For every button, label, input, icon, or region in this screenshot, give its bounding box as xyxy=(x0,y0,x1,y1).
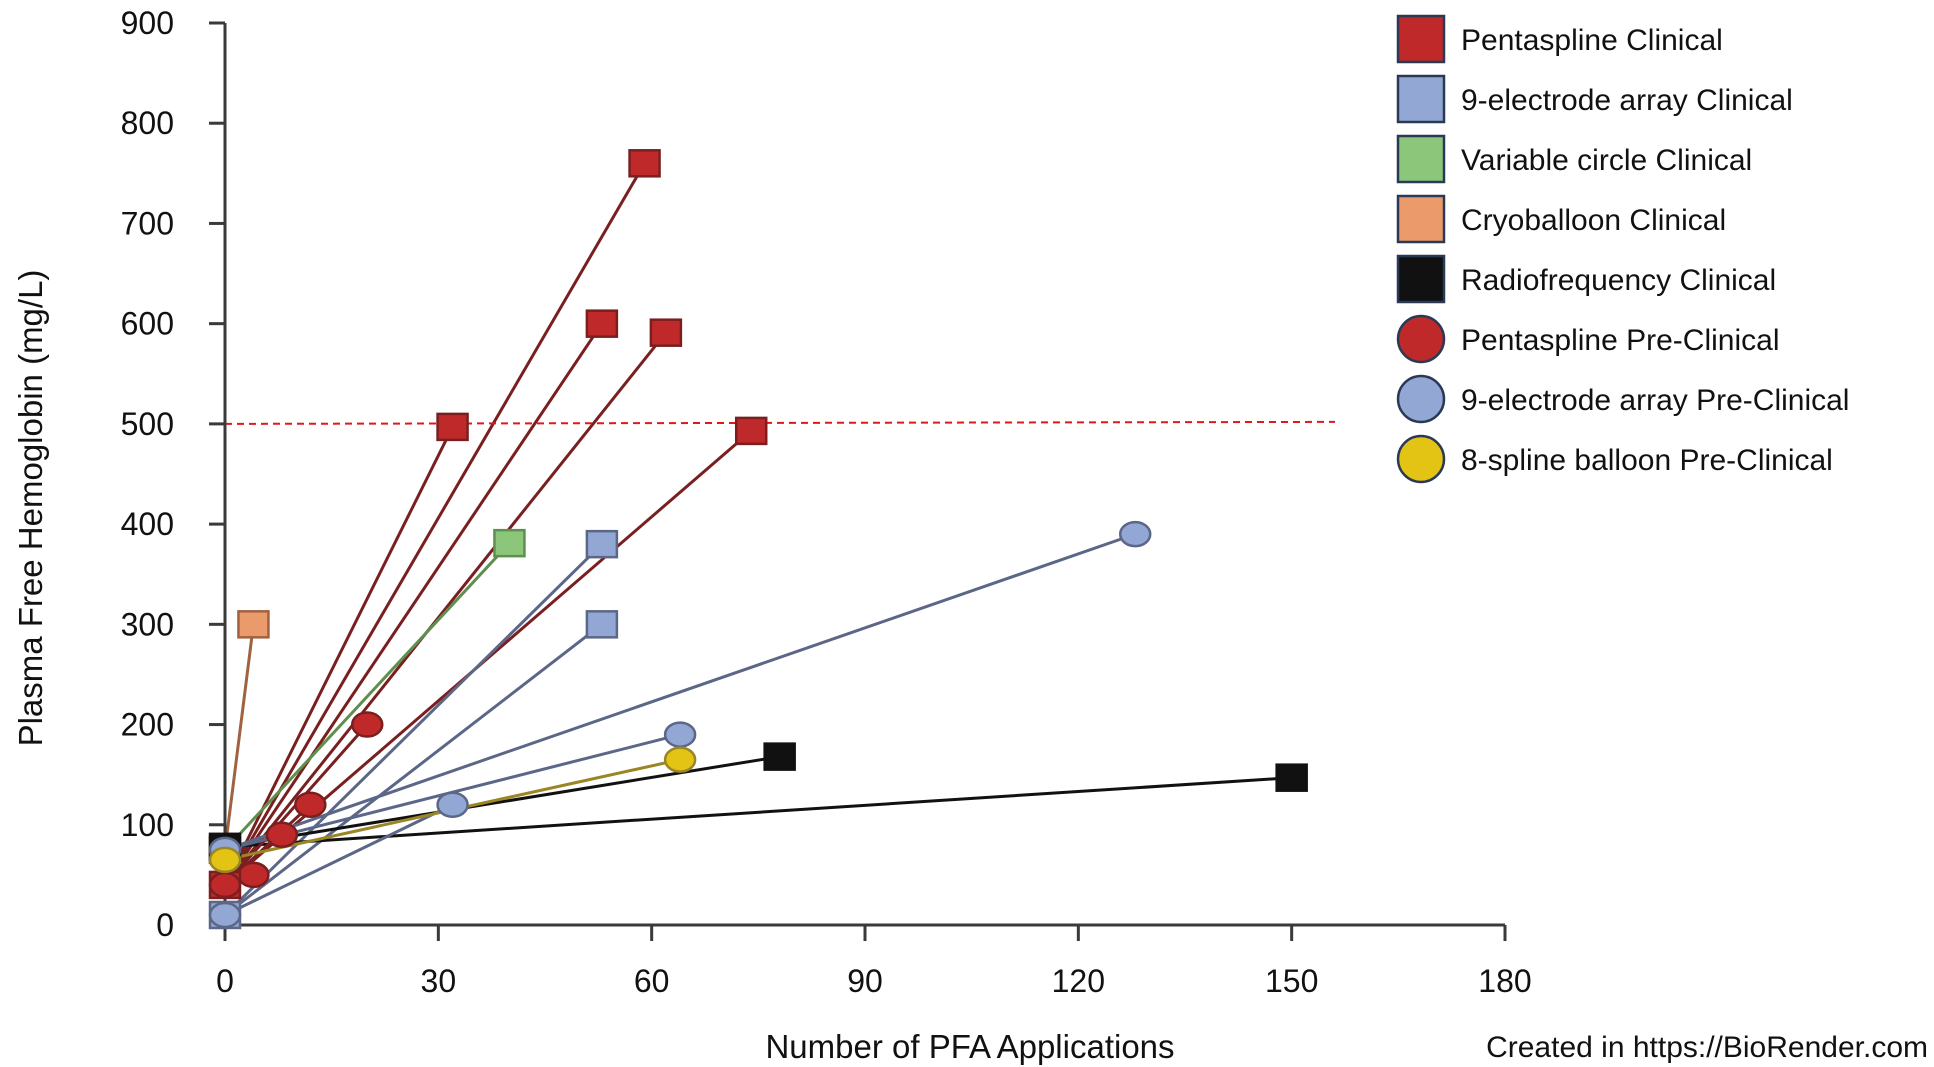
data-point xyxy=(1275,763,1308,792)
legend-label: Cryoballoon Clinical xyxy=(1461,204,1726,237)
x-tick-label: 120 xyxy=(1052,963,1105,999)
series-line xyxy=(223,542,511,851)
series-line xyxy=(223,162,646,886)
y-tick-label: 200 xyxy=(121,707,174,743)
data-point xyxy=(585,309,619,338)
series-line xyxy=(223,322,604,886)
y-tick-label: 600 xyxy=(121,306,174,342)
start-point xyxy=(208,901,242,929)
legend-label: Pentaspline Pre-Clinical xyxy=(1461,324,1780,357)
x-tick-label: 60 xyxy=(634,963,670,999)
threshold-line xyxy=(224,420,1336,425)
y-tick-label: 400 xyxy=(121,506,174,542)
y-tick-label: 0 xyxy=(156,907,174,943)
start-point xyxy=(208,846,242,874)
x-tick-label: 90 xyxy=(847,963,883,999)
series-line xyxy=(224,532,1136,852)
legend-label: 9-electrode array Clinical xyxy=(1461,84,1793,117)
data-point xyxy=(585,610,619,639)
y-tick-label: 700 xyxy=(121,205,174,241)
data-point xyxy=(237,861,270,889)
legend-label: 8-spline balloon Pre-Clinical xyxy=(1461,444,1833,477)
legend-swatch xyxy=(1396,14,1446,64)
data-point xyxy=(628,149,661,178)
series-line xyxy=(224,755,780,849)
series-line xyxy=(224,623,603,917)
data-point xyxy=(237,610,270,639)
data-point xyxy=(436,791,469,818)
x-tick-label: 30 xyxy=(421,963,457,999)
data-markers xyxy=(208,149,1308,930)
y-tick-label: 100 xyxy=(121,807,174,843)
series-line xyxy=(223,331,668,886)
axes: 0 100 200 300 400 500 600 700 800 900 0 30 60 90 120 15… xyxy=(121,5,1532,999)
legend-label: Radiofrequency Clinical xyxy=(1461,264,1776,297)
data-point xyxy=(350,711,384,738)
legend: Pentaspline Clinical 9-electrode array Cl… xyxy=(1396,14,1849,484)
data-point xyxy=(436,412,469,442)
legend-swatch xyxy=(1396,134,1446,184)
x-tick-label: 180 xyxy=(1478,963,1531,999)
data-point xyxy=(1118,520,1152,548)
y-tick-label: 800 xyxy=(121,105,174,141)
legend-label: Pentaspline Clinical xyxy=(1461,24,1723,57)
data-point xyxy=(265,821,299,849)
legend-swatch xyxy=(1396,434,1446,484)
y-tick-label: 500 xyxy=(121,406,174,442)
x-axis-label: Number of PFA Applications xyxy=(765,1028,1174,1065)
x-tick-label: 0 xyxy=(216,963,234,999)
series-line xyxy=(224,776,1292,849)
legend-swatch xyxy=(1396,374,1446,424)
series-line xyxy=(223,624,255,851)
legend-swatch xyxy=(1396,254,1446,304)
series-line xyxy=(223,543,603,917)
legend-swatch xyxy=(1396,194,1446,244)
data-point xyxy=(663,746,697,773)
legend-swatch xyxy=(1396,74,1446,124)
y-axis-label: Plasma Free Hemoglobin (mg/L) xyxy=(12,270,49,747)
y-tick-label: 300 xyxy=(121,606,174,642)
legend-swatch xyxy=(1396,314,1446,364)
y-tick-label: 900 xyxy=(121,5,174,41)
data-point xyxy=(663,721,697,748)
legend-label: Variable circle Clinical xyxy=(1461,144,1752,177)
x-tick-label: 150 xyxy=(1265,963,1318,999)
legend-label: 9-electrode array Pre-Clinical xyxy=(1461,384,1849,417)
data-point xyxy=(585,529,619,559)
series-line xyxy=(224,803,454,917)
data-point xyxy=(734,416,768,446)
data-point xyxy=(493,528,526,558)
data-point xyxy=(763,742,796,771)
credit-text: Created in https://BioRender.com xyxy=(1486,1031,1928,1064)
data-point xyxy=(649,318,683,347)
data-point xyxy=(294,791,327,818)
start-point xyxy=(208,871,242,899)
